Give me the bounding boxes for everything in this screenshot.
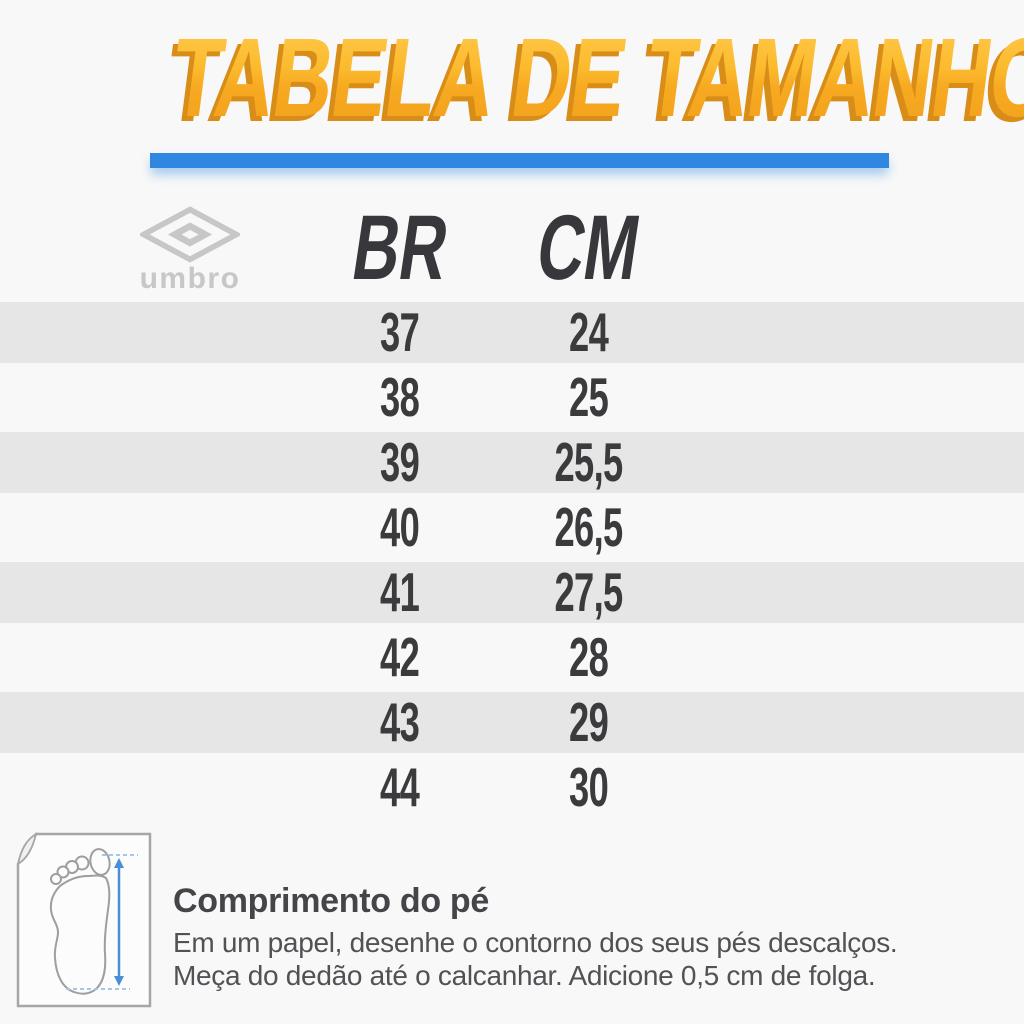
br-size: 40 <box>380 496 420 558</box>
br-size: 42 <box>380 626 420 688</box>
size-table: 37 24 38 25 39 25,5 40 26,5 41 27,5 42 2… <box>0 302 1024 822</box>
table-row: 43 29 <box>0 692 1024 757</box>
cm-size: 25,5 <box>554 431 624 493</box>
brand-wordmark: umbro <box>139 262 241 295</box>
page-title: TABELA DE TAMANHOS TABELA DE TAMANHOS <box>0 15 1024 145</box>
cm-size: 30 <box>569 756 609 818</box>
br-size: 38 <box>380 366 420 428</box>
foot-measure-icon <box>16 832 152 1013</box>
cm-size: 24 <box>569 301 609 363</box>
table-row: 40 26,5 <box>0 497 1024 562</box>
br-size: 41 <box>380 561 420 623</box>
cm-size: 27,5 <box>554 561 624 623</box>
umbro-diamond-icon <box>137 206 243 263</box>
table-row: 42 28 <box>0 627 1024 692</box>
column-header-br: BR <box>345 197 455 299</box>
cm-size: 26,5 <box>554 496 624 558</box>
br-size: 44 <box>380 756 420 818</box>
table-row: 37 24 <box>0 302 1024 367</box>
cm-size: 28 <box>569 626 609 688</box>
page-title-text: TABELA DE TAMANHOS <box>165 15 1024 140</box>
table-row: 39 25,5 <box>0 432 1024 497</box>
br-size: 37 <box>380 301 420 363</box>
cm-size: 29 <box>569 691 609 753</box>
brand-block: umbro <box>137 206 243 294</box>
instruction-line-1: Em um papel, desenhe o contorno dos seus… <box>173 927 898 958</box>
instruction-line-2: Meça do dedão até o calcanhar. Adicione … <box>173 960 876 991</box>
table-row: 41 27,5 <box>0 562 1024 627</box>
foot-length-heading: Comprimento do pé <box>173 882 490 920</box>
foot-length-instructions: Em um papel, desenhe o contorno dos seus… <box>173 926 898 992</box>
column-header-cm: CM <box>531 197 647 299</box>
br-size: 43 <box>380 691 420 753</box>
table-row: 38 25 <box>0 367 1024 432</box>
table-row: 44 30 <box>0 757 1024 822</box>
cm-size: 25 <box>569 366 609 428</box>
page-title-main: TABELA DE TAMANHOS <box>0 15 1024 140</box>
br-size: 39 <box>380 431 420 493</box>
title-underline <box>150 153 889 168</box>
